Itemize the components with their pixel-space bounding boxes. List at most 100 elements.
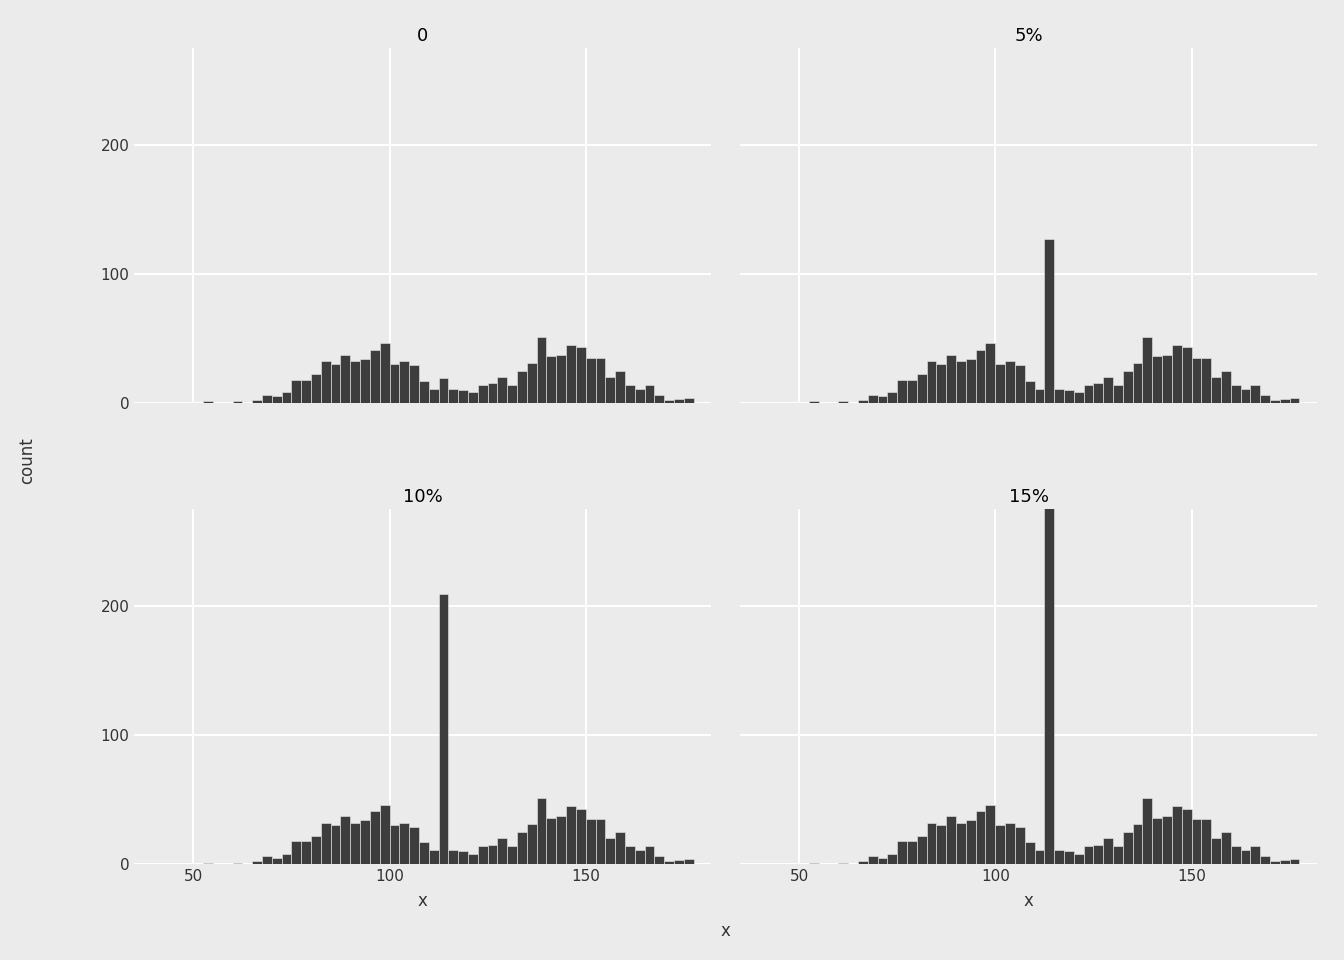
Bar [966,359,976,403]
Bar [616,831,625,864]
Bar [468,393,478,403]
Bar [360,359,370,403]
Bar [1290,859,1300,864]
Bar [926,362,937,403]
Bar [233,401,242,403]
Bar [271,857,282,864]
Title: 10%: 10% [403,489,442,506]
Bar [449,389,458,403]
Bar [409,827,419,864]
Bar [878,857,887,864]
Bar [1202,819,1211,864]
Bar [536,337,547,403]
Text: count: count [17,438,36,484]
Bar [1211,838,1220,864]
Bar [1122,371,1133,403]
Bar [1192,819,1202,864]
Bar [868,856,878,864]
Bar [517,831,527,864]
Bar [839,863,848,864]
Bar [907,379,917,403]
Bar [809,863,818,864]
Bar [390,364,399,403]
Bar [566,345,577,403]
Bar [1035,389,1044,403]
Title: 5%: 5% [1015,27,1043,45]
Bar [1005,362,1015,403]
Bar [262,856,271,864]
Bar [282,393,292,403]
Bar [1054,850,1064,864]
Bar [857,400,868,403]
Bar [1231,385,1241,403]
Bar [1181,348,1192,403]
Bar [809,401,818,403]
Bar [917,835,926,864]
Bar [1083,846,1094,864]
Bar [488,845,497,864]
Bar [380,344,390,403]
Bar [1241,850,1250,864]
Bar [253,400,262,403]
Bar [478,846,488,864]
Bar [937,364,946,403]
Bar [271,396,282,403]
Bar [1094,845,1103,864]
Bar [566,806,577,864]
Bar [1172,806,1181,864]
Bar [429,850,438,864]
Bar [547,356,556,403]
Bar [1133,363,1142,403]
Bar [1074,393,1083,403]
Bar [586,358,595,403]
Bar [351,362,360,403]
Bar [380,804,390,864]
Bar [556,816,566,864]
Bar [370,811,380,864]
Bar [292,841,301,864]
Bar [985,344,996,403]
Bar [340,816,351,864]
Bar [634,389,645,403]
Bar [527,363,536,403]
Bar [556,355,566,403]
Bar [390,826,399,864]
Bar [976,811,985,864]
Bar [664,400,675,403]
Bar [1279,860,1290,864]
Bar [1172,345,1181,403]
Bar [595,358,605,403]
Bar [203,863,212,864]
Bar [675,860,684,864]
Bar [878,396,887,403]
Bar [625,385,634,403]
Bar [419,842,429,864]
Bar [438,594,449,864]
Bar [616,371,625,403]
Bar [956,823,966,864]
Bar [292,379,301,403]
Bar [857,861,868,864]
Bar [1044,504,1054,864]
X-axis label: x: x [1024,892,1034,910]
Bar [1152,818,1163,864]
Bar [419,381,429,403]
Bar [1181,808,1192,864]
Bar [1290,397,1300,403]
Bar [1044,239,1054,403]
Bar [507,846,517,864]
Bar [1035,850,1044,864]
Bar [996,826,1005,864]
Bar [655,396,664,403]
Bar [1279,399,1290,403]
Bar [409,366,419,403]
Bar [586,819,595,864]
Bar [1211,377,1220,403]
Bar [1202,358,1211,403]
Bar [370,349,380,403]
Bar [517,371,527,403]
Bar [1261,856,1270,864]
Bar [340,355,351,403]
Bar [917,374,926,403]
Bar [664,861,675,864]
